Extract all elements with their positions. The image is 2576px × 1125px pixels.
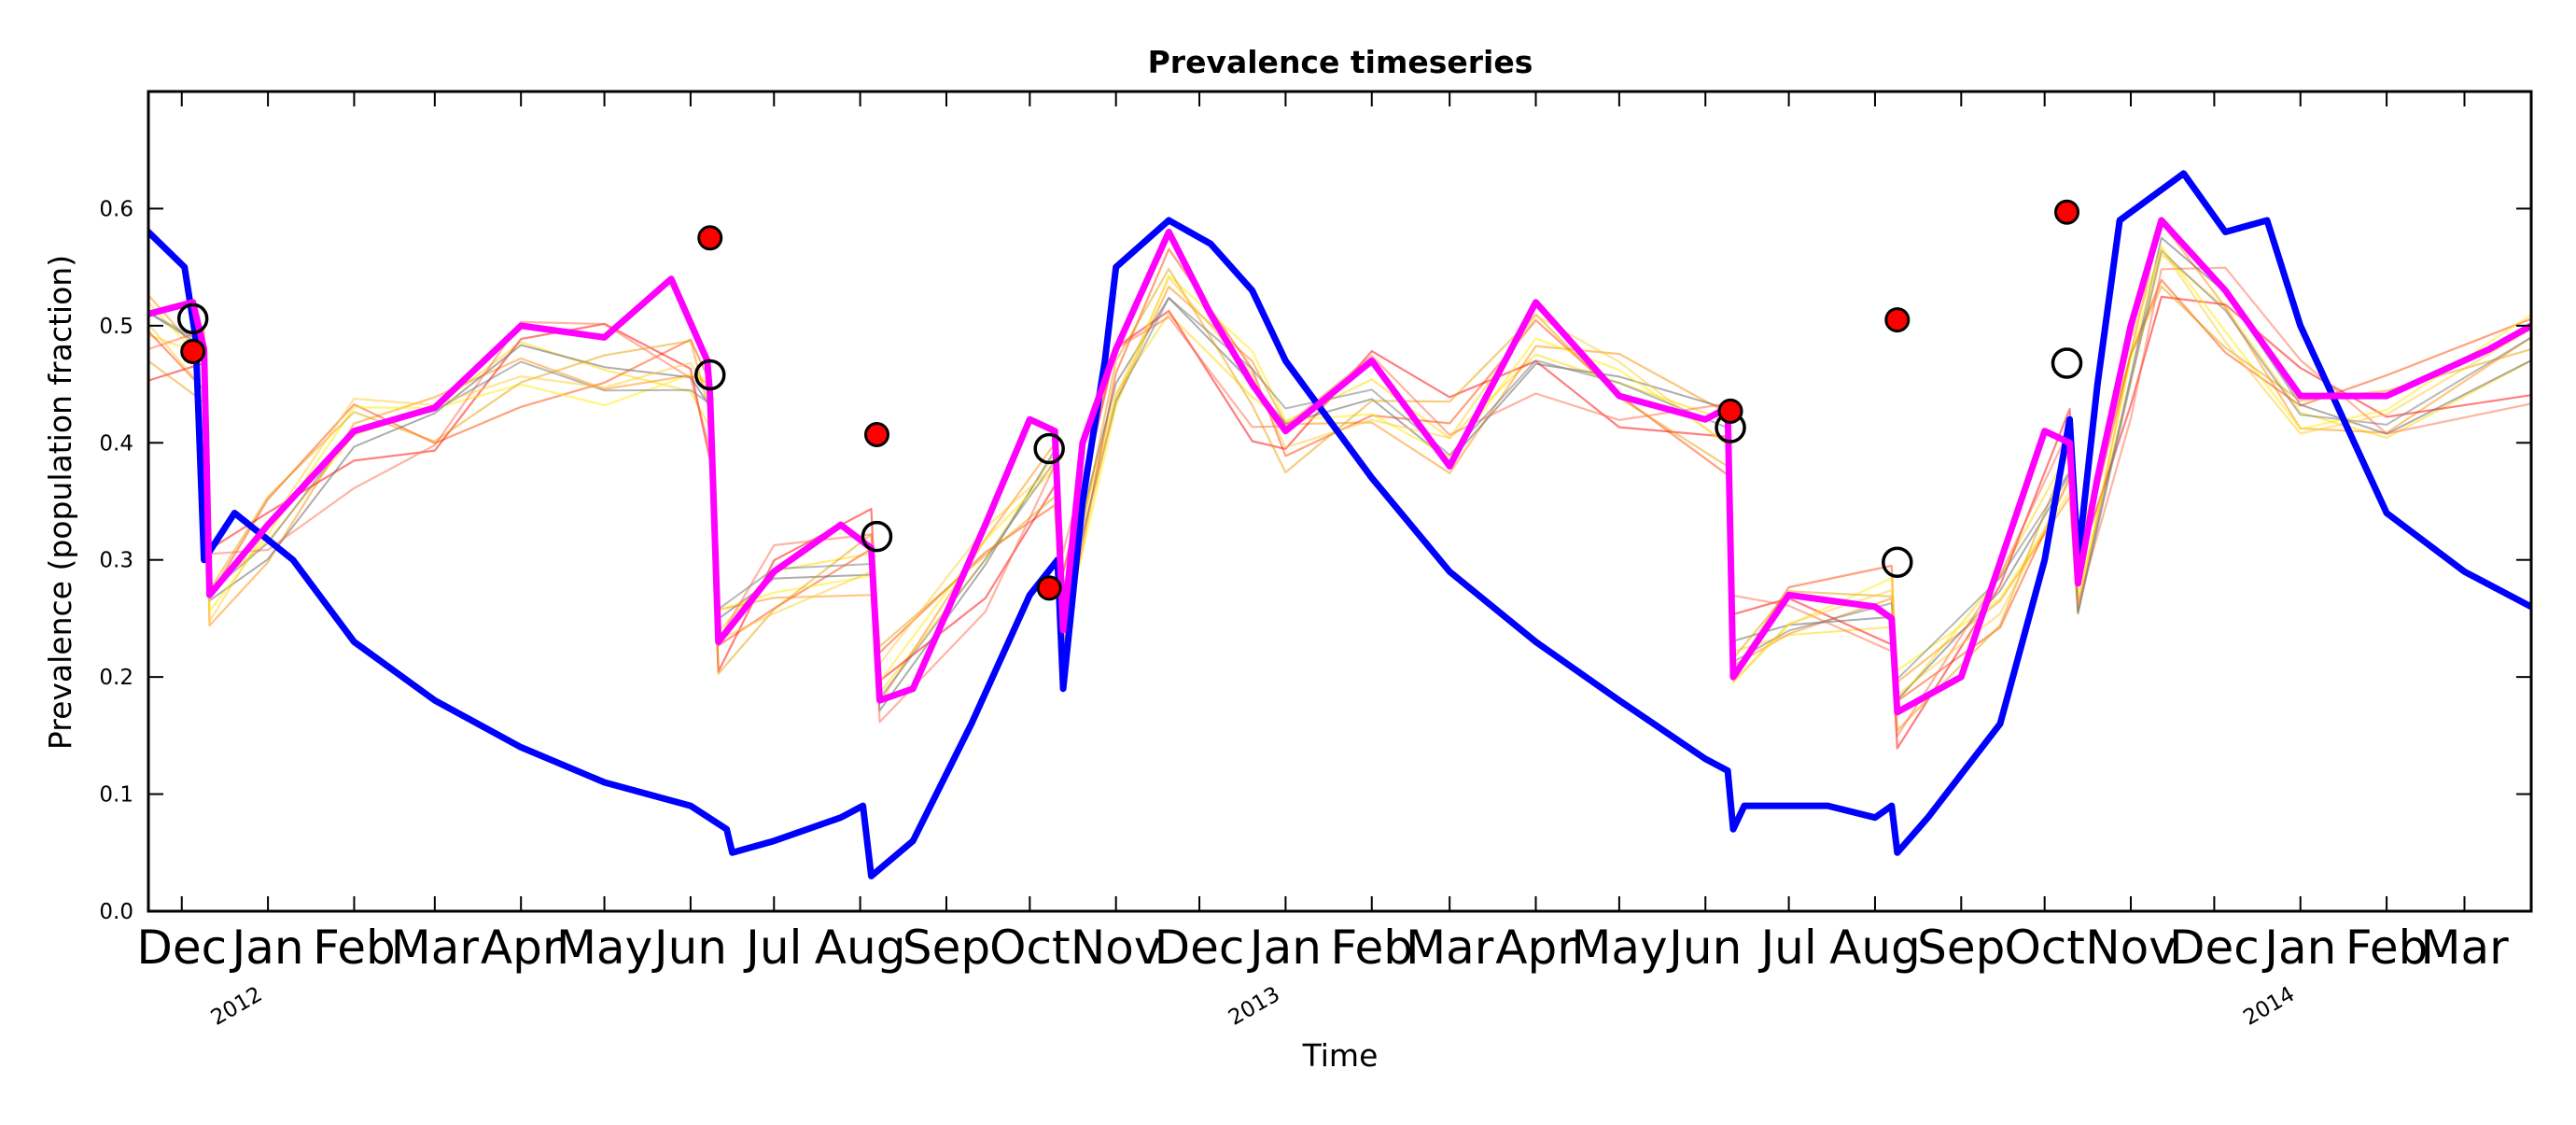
x-year-label: 2014	[2239, 982, 2299, 1031]
y-tick-label: 0.3	[99, 549, 133, 573]
x-tick-label: Jul	[743, 921, 802, 975]
y-tick-label: 0.6	[99, 197, 133, 221]
y-tick-label: 0.0	[99, 900, 133, 924]
red-dot-marker	[863, 422, 889, 448]
x-tick-label: Sep	[1917, 921, 2005, 975]
y-tick-label: 0.5	[99, 315, 133, 339]
x-tick-label: Aug	[815, 921, 906, 975]
open-circle-marker	[2051, 347, 2083, 379]
x-tick-label: Feb	[313, 921, 396, 975]
x-tick-label: Dec	[2169, 921, 2260, 975]
y-tick-label: 0.1	[99, 783, 133, 808]
x-tick-label: Mar	[391, 921, 480, 975]
chart-title: Prevalence timeseries	[1148, 44, 1533, 80]
open-circle-marker	[861, 520, 893, 553]
x-tick-label: Dec	[136, 921, 227, 975]
x-tick-label: Nov	[2085, 921, 2177, 975]
x-axis-label: Time	[1302, 1037, 1379, 1074]
x-tick-label: Jun	[1666, 921, 1742, 975]
open-circle-marker	[694, 359, 726, 391]
x-tick-label: Aug	[1829, 921, 1921, 975]
red-dot-marker	[180, 338, 206, 364]
blue-series-line	[148, 170, 2531, 879]
x-year-label: 2013	[1225, 982, 1284, 1031]
x-tick-label: Jun	[651, 921, 727, 975]
x-tick-label: May	[1571, 921, 1667, 975]
x-tick-label: Apr	[481, 921, 562, 975]
plot-area	[148, 170, 2531, 879]
x-tick-label: Jan	[1247, 921, 1322, 975]
ensemble-line	[148, 249, 2531, 699]
x-tick-label: May	[556, 921, 652, 975]
red-dot-marker	[1884, 307, 1911, 333]
x-tick-label: Dec	[1155, 921, 1245, 975]
ensemble-line	[148, 253, 2531, 703]
x-tick-label: Mar	[2420, 921, 2509, 975]
red-dot-marker	[697, 225, 723, 251]
red-dot-marker	[2054, 199, 2080, 225]
x-tick-label: Feb	[2345, 921, 2429, 975]
open-circle-marker	[1033, 432, 1065, 465]
x-tick-label: Jan	[230, 921, 304, 975]
magenta-series-line	[148, 217, 2531, 716]
series-group	[148, 170, 2531, 879]
x-tick-label: Apr	[1495, 921, 1576, 975]
x-tick-label: Nov	[1071, 921, 1162, 975]
y-tick-label: 0.4	[99, 431, 133, 456]
plot-frame	[147, 90, 2533, 913]
x-tick-label: Jan	[2261, 921, 2336, 975]
y-tick-label: 0.2	[99, 666, 133, 690]
x-tick-label: Oct	[2004, 921, 2084, 975]
red-dot-marker	[1036, 575, 1062, 601]
x-year-label: 2012	[207, 982, 267, 1031]
x-tick-label: Oct	[989, 921, 1070, 975]
ensemble-line	[148, 246, 2531, 684]
ensemble-line	[148, 247, 2531, 703]
x-tick-label: Jul	[1757, 921, 1816, 975]
open-circle-marker	[1882, 546, 1913, 578]
y-axis-label: Prevalence (population fraction)	[42, 255, 78, 750]
red-dot-marker	[1717, 398, 1743, 424]
ensemble-line	[148, 247, 2531, 696]
ensemble-line	[148, 236, 2531, 712]
x-tick-label: Sep	[903, 921, 990, 975]
x-tick-label: Feb	[1330, 921, 1413, 975]
x-tick-label: Mar	[1406, 921, 1494, 975]
open-circle-marker	[176, 302, 209, 335]
